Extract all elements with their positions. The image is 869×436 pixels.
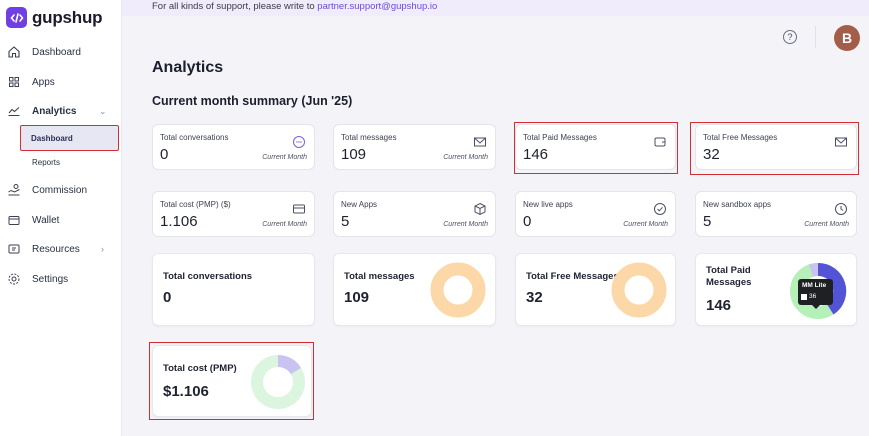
help-icon[interactable]: ? xyxy=(783,30,797,44)
sidebar-subitem-reports[interactable]: Reports xyxy=(32,157,61,167)
header-divider xyxy=(815,26,816,48)
sidebar-item-resources[interactable]: Resources › xyxy=(0,238,121,260)
support-email-link[interactable]: partner.support@gupshup.io xyxy=(317,1,438,12)
highlight-box xyxy=(514,122,678,174)
sidebar-item-settings[interactable]: Settings xyxy=(0,268,121,290)
gear-icon xyxy=(7,272,21,286)
sidebar-item-dashboard[interactable]: Dashboard xyxy=(0,41,121,63)
chevron-down-icon: ⌄ xyxy=(99,105,107,116)
grid-icon xyxy=(7,75,21,89)
highlight-box xyxy=(690,122,859,175)
stat-card-new-sandbox-apps: New sandbox apps 5 Current Month xyxy=(695,191,857,237)
chat-icon xyxy=(292,135,306,149)
mail-icon xyxy=(473,135,487,149)
brand-logo[interactable]: gupshup xyxy=(6,7,103,28)
summary-card-total-cost: Total cost (PMP) $1.106 xyxy=(152,345,312,417)
sidebar-item-wallet[interactable]: Wallet xyxy=(0,209,121,231)
clock-icon xyxy=(834,202,848,216)
box-icon xyxy=(473,202,487,216)
sidebar-subitem-dashboard[interactable]: Dashboard xyxy=(20,125,119,151)
summary-card-total-paid-messages: Total Paid Messages 146 xyxy=(695,253,857,326)
highlight-box xyxy=(149,342,314,420)
stat-card-total-conversations: Total conversations 0 Current Month xyxy=(152,124,315,170)
chart-tooltip: MM Lite 36 xyxy=(798,279,833,309)
sidebar: gupshup Dashboard Apps Analytics ⌄ Dashb… xyxy=(0,0,122,436)
home-icon xyxy=(7,45,21,59)
resources-icon xyxy=(7,242,21,256)
avatar[interactable]: B xyxy=(834,25,860,51)
stat-card-total-messages: Total messages 109 Current Month xyxy=(333,124,496,170)
mail-icon xyxy=(834,135,848,149)
stat-card-total-paid-messages: Total Paid Messages 146 xyxy=(515,124,676,170)
sidebar-item-analytics[interactable]: Analytics ⌄ xyxy=(0,100,121,122)
commission-icon xyxy=(7,183,21,197)
brand-name: gupshup xyxy=(32,7,103,27)
stat-card-new-apps: New Apps 5 Current Month xyxy=(333,191,496,237)
legend-swatch xyxy=(801,294,807,300)
stat-card-new-live-apps: New live apps 0 Current Month xyxy=(515,191,676,237)
chevron-right-icon: › xyxy=(101,244,104,254)
wallet-icon xyxy=(653,135,667,149)
summary-card-total-free-messages: Total Free Messages 32 xyxy=(515,253,676,326)
card-icon xyxy=(292,202,306,216)
wallet-icon xyxy=(7,213,21,227)
page-title: Analytics xyxy=(152,59,224,76)
messages-donut-chart[interactable] xyxy=(430,262,486,318)
support-banner: For all kinds of support, please write t… xyxy=(122,0,869,16)
section-title: Current month summary (Jun '25) xyxy=(152,94,353,108)
summary-card-total-messages: Total messages 109 xyxy=(333,253,496,326)
stat-card-total-free-messages: Total Free Messages 32 xyxy=(695,124,857,170)
chart-line-icon xyxy=(7,104,21,118)
stat-card-total-cost: Total cost (PMP) ($) 1.106 Current Month xyxy=(152,191,315,237)
sidebar-item-apps[interactable]: Apps xyxy=(0,71,121,93)
paid-messages-donut-chart[interactable] xyxy=(789,262,847,320)
summary-card-total-conversations: Total conversations 0 xyxy=(152,253,315,326)
free-messages-donut-chart[interactable] xyxy=(611,262,667,318)
check-circle-icon xyxy=(653,202,667,216)
cost-donut-chart[interactable] xyxy=(249,353,307,411)
gupshup-logo-icon xyxy=(6,7,27,28)
sidebar-item-commission[interactable]: Commission xyxy=(0,179,121,201)
